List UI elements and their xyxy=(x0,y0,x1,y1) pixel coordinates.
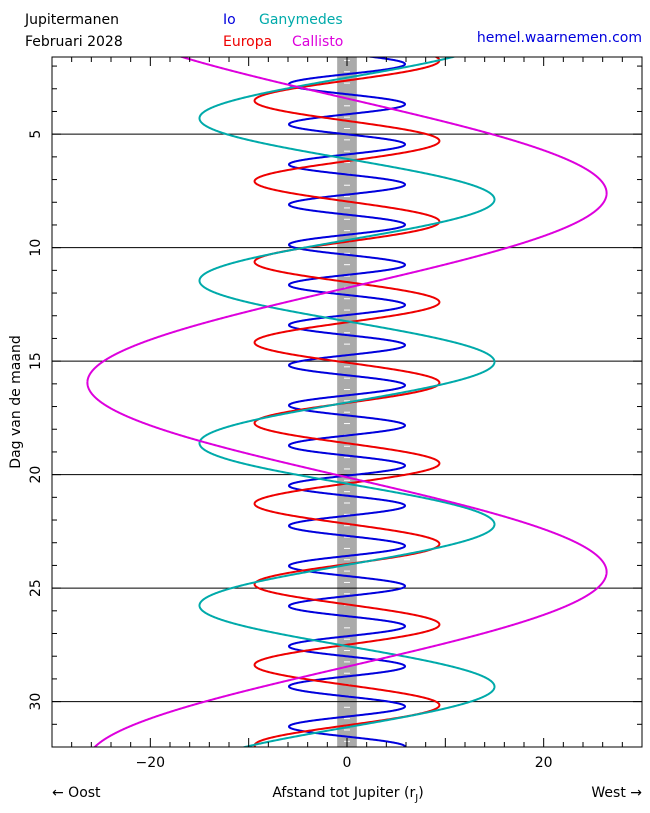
y-tick-label: 30 xyxy=(28,693,44,711)
website-link[interactable]: hemel.waarnemen.com xyxy=(477,30,642,46)
y-tick-label: 5 xyxy=(28,130,44,139)
y-tick-label: 25 xyxy=(28,579,44,597)
series-callisto-line xyxy=(86,57,608,747)
x-tick-label: −20 xyxy=(136,755,166,771)
legend-callisto: Callisto xyxy=(292,34,343,50)
y-tick-label: 20 xyxy=(28,466,44,484)
chart-title: Jupitermanen xyxy=(24,12,119,28)
y-tick-label: 10 xyxy=(28,239,44,257)
x-tick-label: 20 xyxy=(535,755,553,771)
direction-west: West → xyxy=(591,785,642,801)
legend-europa: Europa xyxy=(223,34,272,50)
y-axis-label: Dag van de maand xyxy=(8,335,24,468)
chart-subtitle: Februari 2028 xyxy=(25,34,123,50)
series-io-line xyxy=(287,57,407,747)
x-tick-label: 0 xyxy=(343,755,352,771)
plot-area: −20 0 20 5 10 15 20 25 30 xyxy=(28,56,643,771)
legend-ganymedes: Ganymedes xyxy=(259,12,343,28)
y-tick-label: 15 xyxy=(28,352,44,370)
legend-io: Io xyxy=(223,12,236,28)
direction-east: ← Oost xyxy=(52,785,101,801)
x-axis-label: Afstand tot Jupiter (rJ) xyxy=(272,785,423,804)
series-ganymedes-line xyxy=(198,57,496,747)
